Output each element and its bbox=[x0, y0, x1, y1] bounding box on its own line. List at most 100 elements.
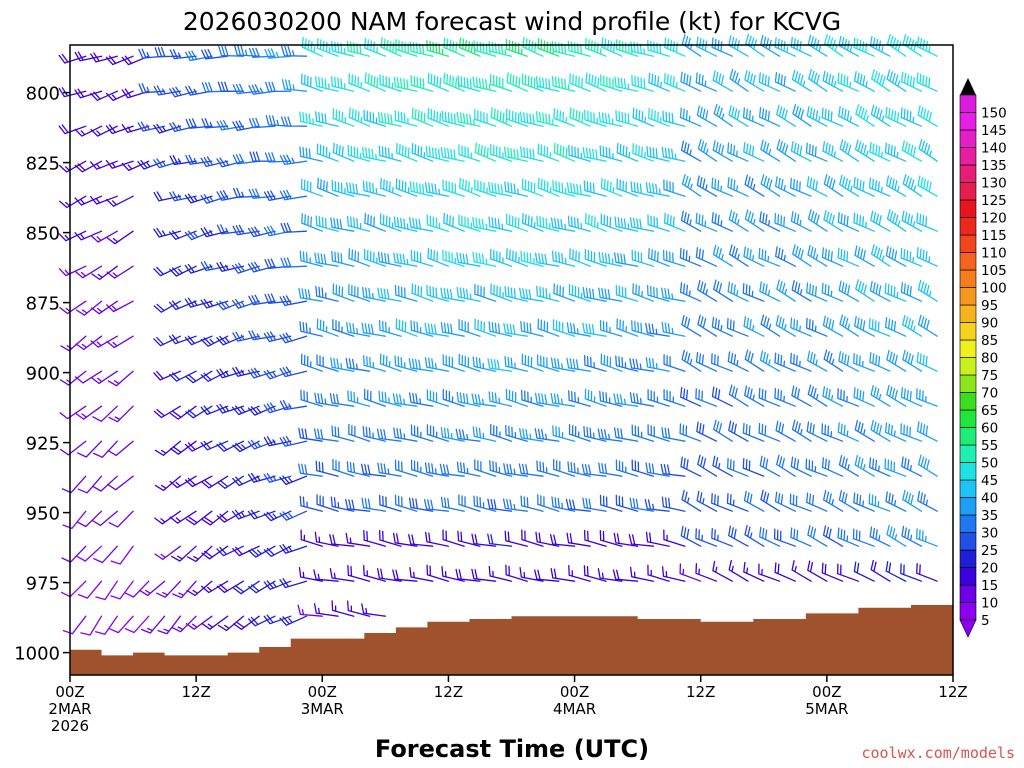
wind-barb bbox=[774, 71, 796, 92]
wind-barb bbox=[313, 428, 339, 442]
wind-barb bbox=[216, 545, 245, 557]
wind-barb bbox=[758, 387, 781, 407]
wind-barb bbox=[300, 353, 323, 372]
wind-barb bbox=[505, 108, 528, 127]
wind-barb bbox=[728, 244, 749, 267]
wind-barb bbox=[457, 530, 481, 547]
wind-barb bbox=[599, 494, 623, 512]
wind-barb bbox=[759, 350, 781, 372]
wind-barb bbox=[869, 36, 891, 57]
wind-barb bbox=[184, 297, 213, 308]
wind-barb bbox=[792, 104, 812, 127]
wind-barb bbox=[249, 151, 276, 162]
wind-barb bbox=[916, 36, 938, 57]
wind-barb bbox=[916, 72, 938, 92]
wind-barb bbox=[424, 322, 450, 337]
wind-barb bbox=[300, 529, 323, 547]
wind-barb bbox=[645, 462, 670, 477]
wind-barb bbox=[411, 143, 434, 162]
wind-barb bbox=[62, 615, 87, 635]
wind-barb bbox=[394, 494, 418, 512]
wind-barb bbox=[265, 115, 292, 127]
wind-barb bbox=[74, 125, 103, 137]
wind-barb bbox=[521, 212, 544, 232]
wind-barb bbox=[378, 390, 402, 407]
wind-barb bbox=[346, 461, 371, 477]
wind-barb bbox=[184, 475, 213, 488]
wind-barb bbox=[154, 545, 182, 561]
wind-barb bbox=[839, 314, 860, 337]
wind-barb bbox=[838, 351, 860, 372]
wind-barb bbox=[885, 175, 907, 197]
wind-barb bbox=[471, 533, 497, 547]
wind-barb bbox=[728, 35, 749, 57]
wind-barb bbox=[348, 248, 371, 267]
wind-barb bbox=[534, 392, 560, 407]
wind-barb bbox=[379, 213, 402, 232]
wind-barb bbox=[299, 250, 323, 267]
wind-barb bbox=[697, 314, 718, 337]
wind-barb bbox=[629, 566, 655, 582]
wind-barb bbox=[566, 532, 591, 547]
wind-barb bbox=[394, 110, 418, 127]
wind-barb bbox=[281, 79, 308, 92]
wind-barb bbox=[612, 569, 639, 582]
wind-barb bbox=[901, 140, 923, 162]
wind-barb bbox=[807, 350, 828, 372]
wind-barb bbox=[299, 111, 323, 127]
wind-barb bbox=[631, 249, 655, 267]
wind-barb bbox=[711, 316, 733, 337]
wind-barb bbox=[107, 440, 134, 457]
wind-barb bbox=[392, 569, 418, 582]
wind-barb bbox=[394, 284, 418, 302]
wind-barb bbox=[712, 560, 733, 582]
wind-barb bbox=[440, 426, 465, 442]
wind-barb bbox=[443, 37, 465, 57]
wind-barb bbox=[332, 142, 355, 162]
wind-barb bbox=[713, 103, 733, 127]
wind-barb bbox=[792, 244, 812, 267]
wind-barb bbox=[503, 463, 528, 477]
wind-barb bbox=[232, 475, 260, 487]
wind-barb bbox=[629, 497, 655, 512]
wind-barb bbox=[615, 355, 639, 372]
wind-barb bbox=[823, 209, 844, 232]
wind-barb bbox=[870, 210, 891, 232]
wind-barb bbox=[248, 330, 276, 341]
wind-barb bbox=[74, 370, 103, 384]
wind-barb bbox=[601, 37, 623, 57]
wind-barb bbox=[584, 109, 607, 127]
wind-barb bbox=[790, 211, 812, 232]
wind-barb bbox=[106, 230, 134, 245]
wind-barb bbox=[200, 440, 229, 451]
wind-barb bbox=[884, 282, 907, 302]
wind-barb bbox=[347, 144, 371, 162]
wind-barb bbox=[106, 300, 134, 313]
wind-barb bbox=[362, 425, 387, 442]
wind-barb bbox=[472, 426, 497, 442]
wind-barb bbox=[263, 510, 292, 522]
wind-barb bbox=[124, 615, 150, 634]
wind-barb bbox=[776, 104, 796, 127]
wind-barb bbox=[806, 492, 828, 512]
wind-barb bbox=[918, 138, 938, 162]
wind-barb bbox=[427, 247, 450, 267]
wind-barb bbox=[553, 459, 576, 477]
wind-barb bbox=[631, 74, 655, 92]
wind-barb bbox=[661, 287, 686, 302]
wind-barb bbox=[184, 440, 213, 452]
wind-barb bbox=[299, 321, 323, 337]
wind-barb bbox=[504, 356, 528, 372]
wind-barb bbox=[616, 178, 639, 197]
colorbar-label: 25 bbox=[981, 543, 998, 559]
wind-barb bbox=[153, 85, 182, 96]
wind-barb bbox=[138, 48, 166, 59]
colorbar-swatch bbox=[959, 287, 977, 306]
colorbar-label: 80 bbox=[981, 351, 998, 367]
wind-barb bbox=[791, 385, 812, 407]
wind-barb bbox=[473, 495, 497, 512]
wind-barb bbox=[232, 83, 260, 95]
x-axis-label: Forecast Time (UTC) bbox=[375, 735, 649, 763]
wind-barb bbox=[442, 354, 465, 372]
